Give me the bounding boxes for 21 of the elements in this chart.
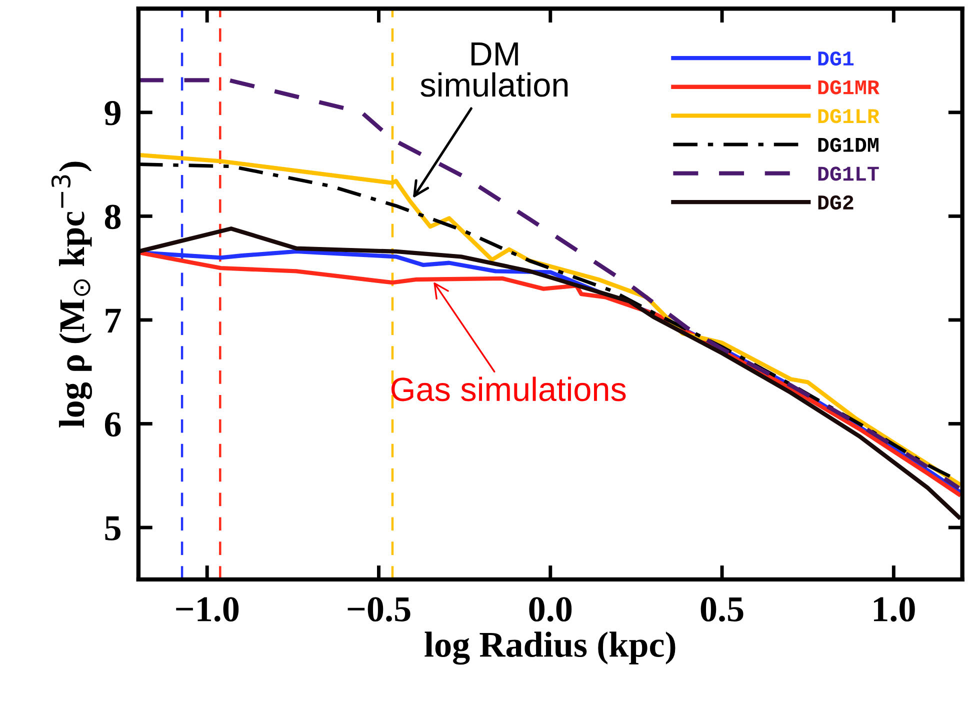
annotation: DM simulation bbox=[420, 42, 568, 97]
y-tick-label: 8 bbox=[104, 204, 121, 230]
y-tick-label: 7 bbox=[106, 308, 121, 332]
x-tick-label: 0.0 bbox=[529, 597, 572, 622]
text: DG2 bbox=[818, 195, 854, 210]
x-tick-label: 1.0 bbox=[874, 597, 915, 622]
annotation: Gas simulations bbox=[391, 376, 626, 402]
x-tick-label: −1.0 bbox=[176, 597, 239, 622]
x-axis-title: log Radius (kpc) bbox=[424, 632, 676, 665]
text: DG1LT bbox=[818, 166, 879, 181]
y-axis-title: log ρ (M$_{⊙}$ kpc$^{−3}$) bbox=[51, 162, 92, 428]
y-tick-label: 6 bbox=[104, 412, 121, 437]
text: DG1MR bbox=[818, 80, 880, 94]
line-series bbox=[138, 226, 961, 520]
text: DG1DM bbox=[818, 138, 878, 152]
text: DG1 bbox=[818, 51, 854, 66]
x-tick-label: 0.5 bbox=[700, 597, 744, 622]
y-tick-label: 9 bbox=[104, 101, 120, 126]
text: DG1LR bbox=[818, 109, 880, 124]
x-tick-label: −0.5 bbox=[348, 597, 410, 622]
y-tick-label: 5 bbox=[105, 516, 120, 540]
